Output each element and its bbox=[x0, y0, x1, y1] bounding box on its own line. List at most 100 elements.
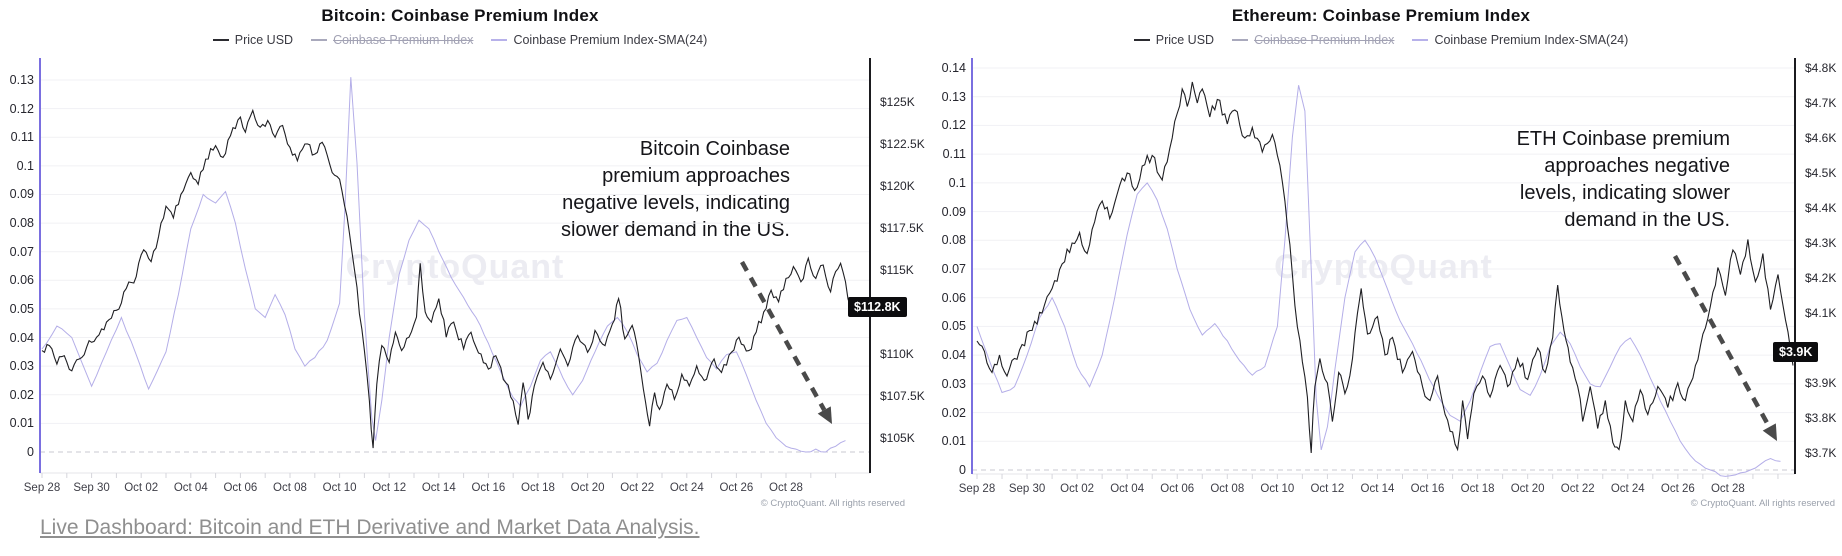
legend-swatch-icon bbox=[1412, 39, 1429, 41]
legend-label: Price USD bbox=[1155, 33, 1215, 47]
x-tick-label: Oct 20 bbox=[570, 482, 605, 494]
legend-label: Coinbase Premium Index bbox=[333, 33, 474, 47]
price-tick-label: $4.1K bbox=[1805, 306, 1837, 320]
x-tick-label: Sep 28 bbox=[23, 482, 61, 494]
legend-item[interactable]: Coinbase Premium Index bbox=[1232, 33, 1394, 47]
x-tick-label: Oct 20 bbox=[1510, 483, 1545, 495]
price-tick-label: $4.8K bbox=[1805, 61, 1837, 75]
annotation-line: ETH Coinbase premium bbox=[1516, 128, 1730, 150]
price-line bbox=[976, 81, 1794, 454]
y-tick-label: 0.03 bbox=[941, 376, 966, 391]
x-tick-label: Oct 24 bbox=[669, 482, 704, 494]
x-tick-label: Oct 26 bbox=[719, 482, 754, 494]
annotation-line: Bitcoin Coinbase bbox=[639, 138, 790, 160]
price-tick-label: $105K bbox=[880, 431, 915, 445]
y-tick-label: 0.04 bbox=[941, 348, 966, 363]
legend-item[interactable]: Coinbase Premium Index-SMA(24) bbox=[491, 33, 707, 47]
y-tick-label: 0 bbox=[27, 445, 34, 459]
annotation-line: negative levels, indicating bbox=[562, 192, 790, 214]
x-tick-label: Oct 26 bbox=[1660, 483, 1695, 495]
y-tick-label: 0.07 bbox=[941, 262, 966, 276]
legend-label: Coinbase Premium Index-SMA(24) bbox=[513, 33, 708, 47]
dashboard-link[interactable]: Live Dashboard: Bitcoin and ETH Derivati… bbox=[40, 516, 700, 539]
y-tick-label: 0.08 bbox=[941, 233, 966, 248]
y-tick-label: 0.01 bbox=[941, 434, 966, 449]
x-tick-label: Oct 02 bbox=[124, 482, 159, 494]
price-tick-label: $110K bbox=[880, 347, 914, 361]
price-tick-label: $4.5K bbox=[1805, 166, 1837, 180]
annotation-line: demand in the US. bbox=[1564, 209, 1730, 231]
price-tick-label: $4.2K bbox=[1805, 271, 1837, 285]
y-tick-label: 0.02 bbox=[941, 405, 966, 420]
y-tick-label: 0.07 bbox=[9, 244, 34, 259]
y-tick-label: 0.1 bbox=[948, 175, 966, 190]
y-tick-label: 0.04 bbox=[9, 330, 34, 345]
x-tick-label: Oct 14 bbox=[1360, 483, 1395, 495]
legend-item[interactable]: Price USD bbox=[212, 33, 294, 47]
legend-swatch-icon bbox=[1133, 39, 1150, 41]
price-tick-label: $107.5K bbox=[880, 389, 925, 403]
annotation-line: slower demand in the US. bbox=[560, 219, 790, 241]
x-tick-label: Oct 10 bbox=[322, 482, 357, 494]
legend-swatch-icon bbox=[212, 39, 229, 41]
annotation: Bitcoin Coinbase premium approaches negati… bbox=[561, 136, 790, 244]
price-tick-label: $4.7K bbox=[1805, 96, 1837, 110]
legend-swatch-icon bbox=[491, 39, 508, 41]
y-tick-label: 0.13 bbox=[941, 89, 966, 104]
x-tick-label: Oct 24 bbox=[1610, 483, 1645, 495]
legend: Price USD Coinbase Premium Index Coinbase … bbox=[0, 33, 920, 47]
x-tick-label: Oct 04 bbox=[1110, 483, 1145, 495]
x-tick-label: Oct 22 bbox=[1560, 483, 1595, 495]
y-tick-label: 0.14 bbox=[941, 61, 966, 75]
x-tick-label: Sep 30 bbox=[73, 482, 110, 494]
legend-label: Coinbase Premium Index-SMA(24) bbox=[1434, 33, 1629, 47]
x-tick-label: Oct 16 bbox=[471, 482, 506, 494]
price-tick-label: $122.5K bbox=[880, 137, 925, 151]
y-tick-label: 0.12 bbox=[9, 101, 34, 116]
copyright-text: © CryptoQuant. All rights reserved bbox=[1690, 498, 1835, 509]
y-tick-label: 0.06 bbox=[9, 273, 34, 288]
annotation-arrowhead bbox=[817, 406, 832, 424]
legend-swatch-icon bbox=[1232, 39, 1249, 41]
chart-title: Bitcoin: Coinbase Premium Index bbox=[321, 6, 599, 25]
watermark: CryptoQuant bbox=[346, 248, 565, 286]
price-tick-label: $4.6K bbox=[1805, 131, 1837, 145]
current-price-badge: $3.9K bbox=[1773, 341, 1819, 362]
legend-item[interactable]: Price USD bbox=[1133, 33, 1215, 47]
price-line bbox=[41, 108, 852, 449]
x-tick-label: Oct 08 bbox=[1210, 483, 1245, 495]
annotation-line: premium approaches bbox=[602, 165, 790, 187]
annotation-arrowhead bbox=[1762, 423, 1777, 441]
x-tick-label: Oct 18 bbox=[521, 482, 555, 494]
y-tick-label: 0.11 bbox=[10, 130, 34, 145]
sma-line bbox=[41, 77, 846, 453]
plot-area: CryptoQuant bbox=[971, 58, 1796, 479]
x-tick-label: Oct 18 bbox=[1460, 483, 1495, 495]
y-tick-label: 0.08 bbox=[9, 216, 34, 231]
y-tick-label: 0.02 bbox=[9, 387, 34, 402]
x-tick-label: Oct 28 bbox=[769, 482, 803, 494]
x-tick-label: Oct 02 bbox=[1060, 483, 1095, 495]
current-price-badge: $112.8K bbox=[848, 296, 907, 317]
price-tick-label: $125K bbox=[880, 95, 915, 109]
y-tick-label: 0.01 bbox=[9, 416, 34, 431]
x-tick-label: Oct 08 bbox=[273, 482, 307, 494]
copyright-text: © CryptoQuant. All rights reserved bbox=[760, 498, 905, 509]
annotation-line: approaches negative bbox=[1544, 155, 1730, 177]
x-tick-label: Oct 06 bbox=[1160, 483, 1195, 495]
legend-item[interactable]: Coinbase Premium Index-SMA(24) bbox=[1412, 33, 1628, 47]
sma-line bbox=[976, 85, 1781, 477]
y-tick-label: 0 bbox=[959, 463, 966, 477]
x-tick-label: Oct 12 bbox=[372, 482, 407, 494]
legend-label: Price USD bbox=[234, 33, 294, 47]
x-tick-label: Oct 22 bbox=[620, 482, 655, 494]
x-tick-label: Oct 16 bbox=[1410, 483, 1445, 495]
legend-item[interactable]: Coinbase Premium Index bbox=[311, 33, 473, 47]
price-tick-label: $117.5K bbox=[880, 221, 924, 235]
watermark: CryptoQuant bbox=[1274, 248, 1493, 286]
legend: Price USD Coinbase Premium Index Coinbase … bbox=[920, 33, 1842, 47]
legend-label: Coinbase Premium Index bbox=[1254, 33, 1395, 47]
x-tick-label: Oct 14 bbox=[421, 482, 456, 494]
x-tick-label: Oct 06 bbox=[223, 482, 258, 494]
y-tick-label: 0.03 bbox=[9, 359, 34, 374]
